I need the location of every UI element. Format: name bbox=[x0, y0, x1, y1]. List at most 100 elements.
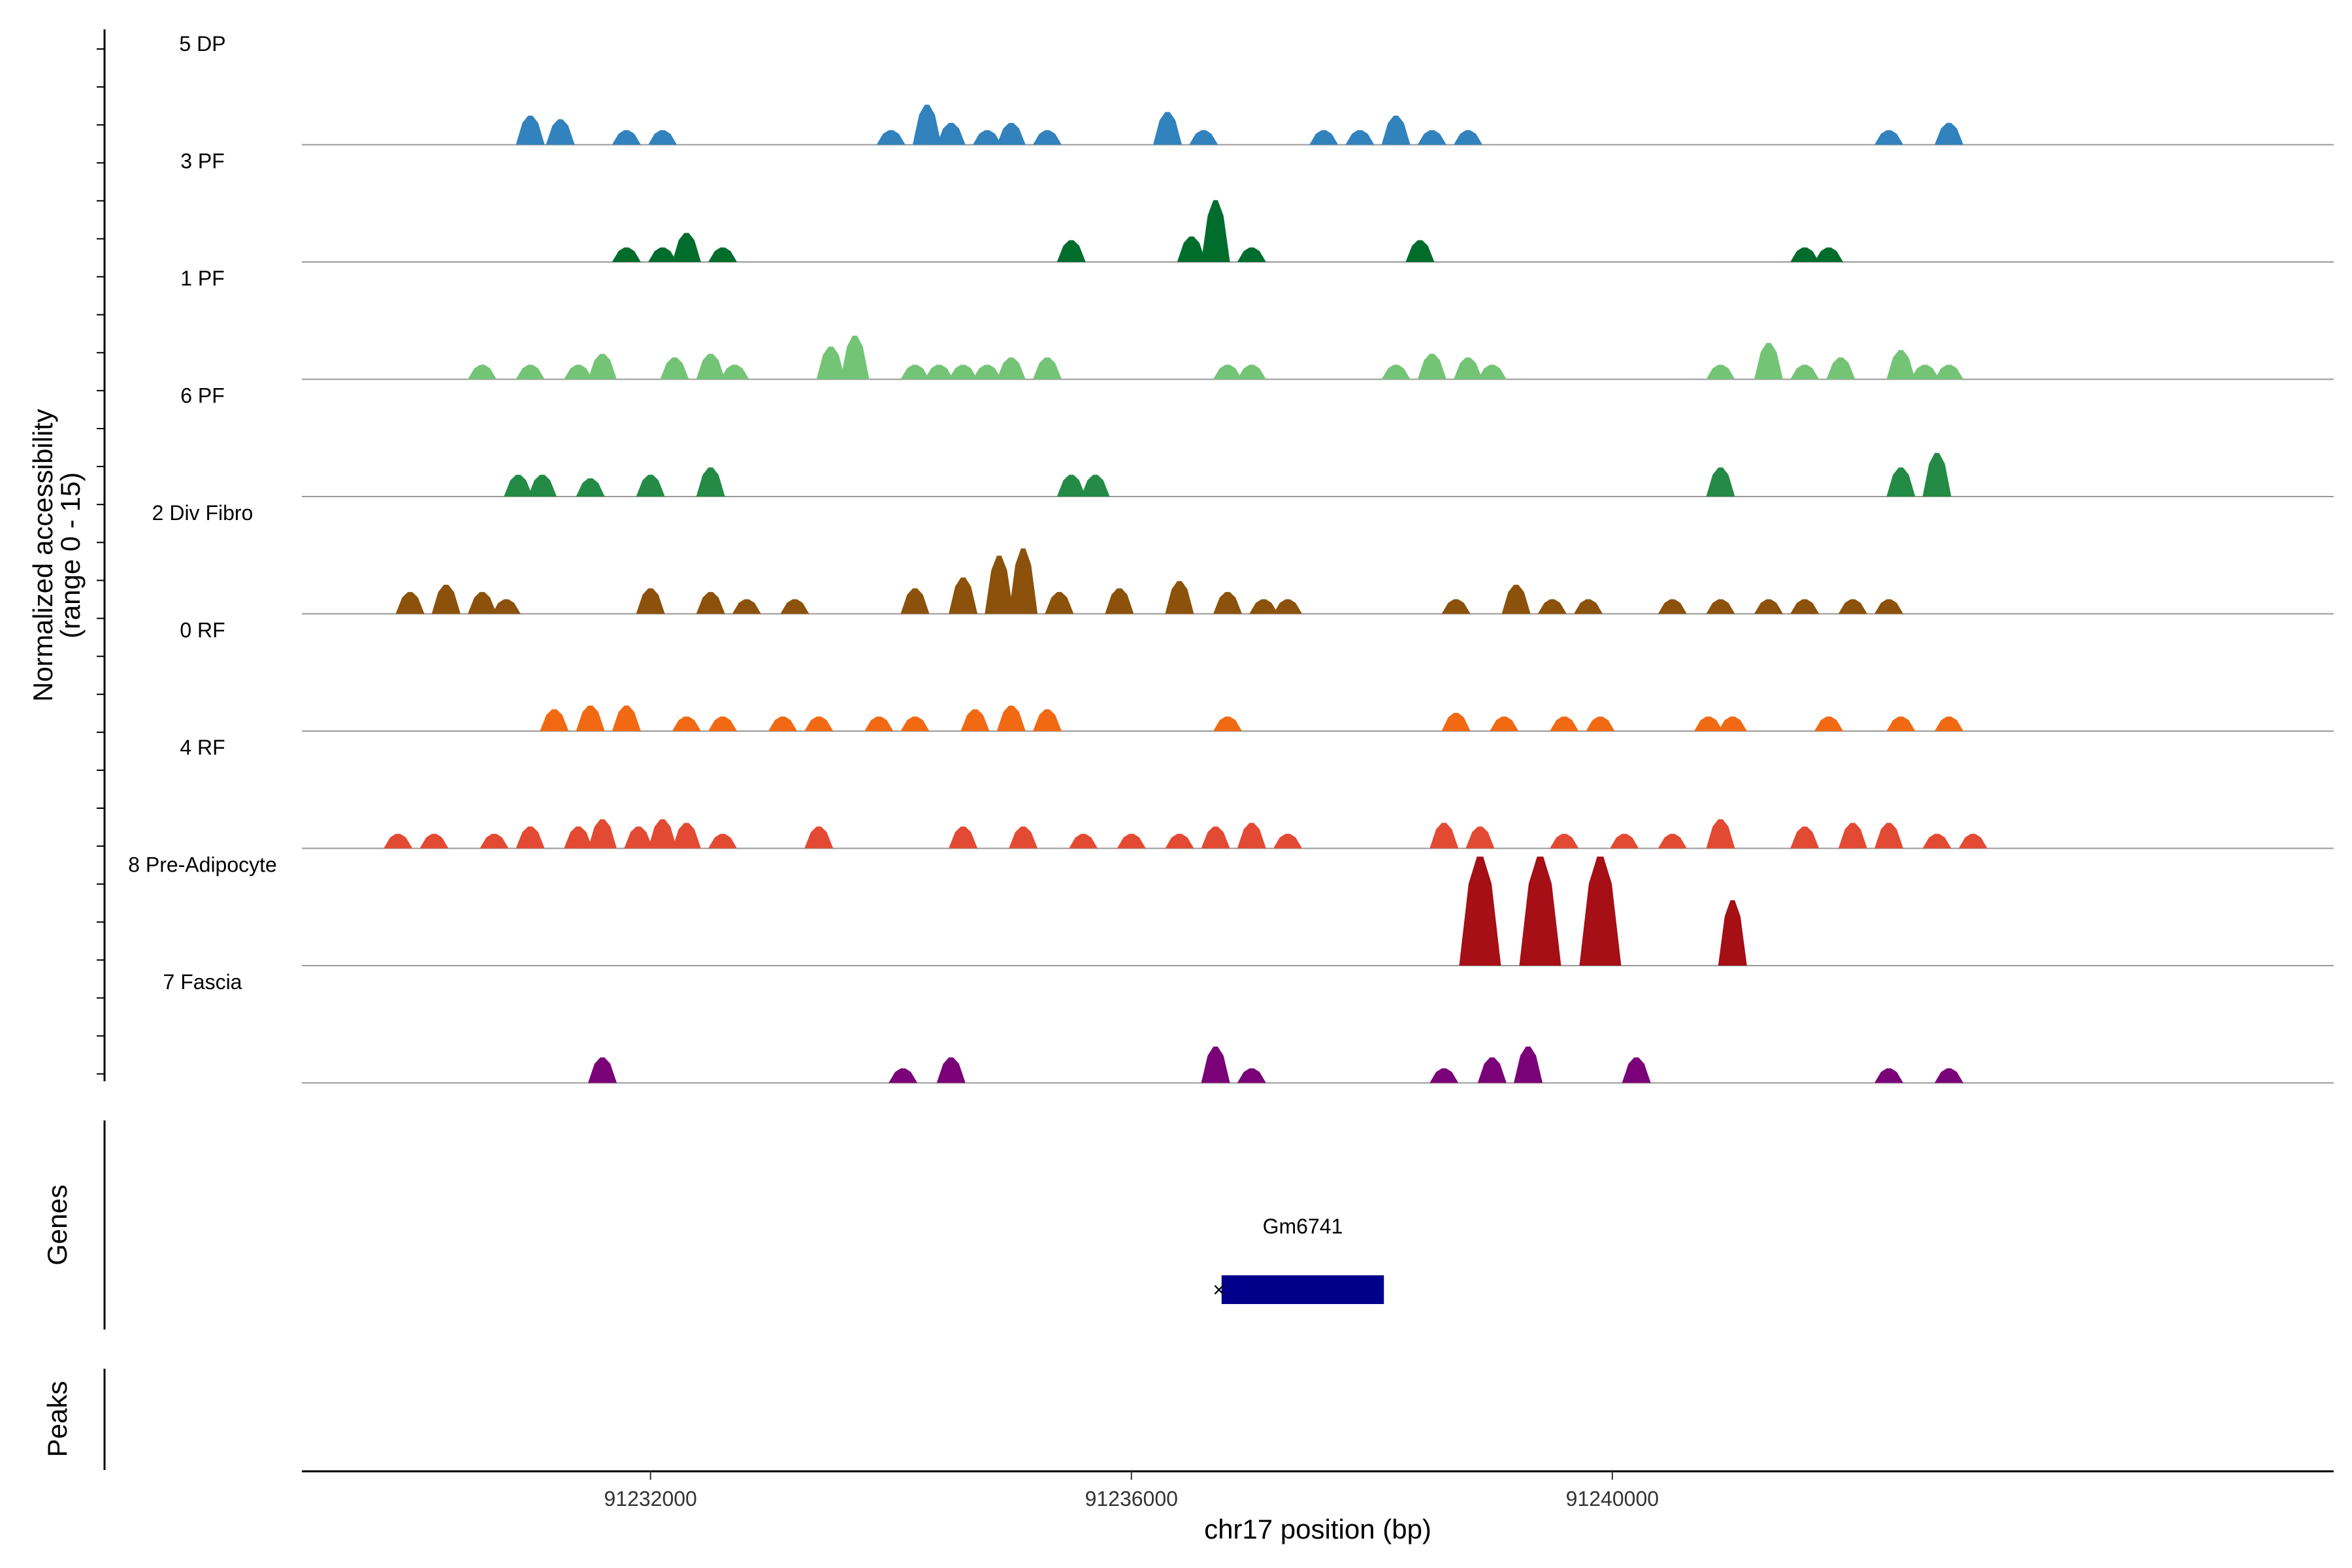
coverage-peak bbox=[1935, 1068, 1964, 1083]
coverage-peak bbox=[1935, 716, 1964, 731]
track-label: 6 PF bbox=[180, 384, 225, 407]
coverage-peak bbox=[949, 577, 978, 614]
coverage-peak bbox=[1922, 834, 1952, 849]
coverage-peak bbox=[431, 584, 461, 614]
y-axis-title-line1: Normalized accessibility bbox=[27, 409, 58, 702]
coverage-peak bbox=[1213, 592, 1242, 614]
coverage-peak bbox=[1454, 130, 1483, 145]
coverage-peak bbox=[1790, 247, 1820, 262]
coverage-peak bbox=[1658, 834, 1687, 849]
track-label: 4 RF bbox=[180, 736, 225, 759]
coverage-peak bbox=[936, 123, 966, 145]
coverage-peak bbox=[1177, 237, 1206, 262]
coverage-peak bbox=[1165, 834, 1194, 849]
coverage-peak bbox=[612, 130, 641, 145]
coverage-peak bbox=[900, 588, 930, 614]
coverage-peak bbox=[804, 716, 834, 731]
coverage-peak bbox=[588, 1057, 617, 1083]
coverage-peak bbox=[1754, 342, 1784, 380]
coverage-peak bbox=[1886, 350, 1916, 380]
coverage-peak bbox=[696, 353, 725, 380]
track-label: 8 Pre-Adipocyte bbox=[128, 853, 277, 876]
coverage-peak bbox=[912, 105, 941, 145]
track-label: 1 PF bbox=[180, 267, 225, 290]
coverage-peak bbox=[1273, 599, 1302, 614]
coverage-peak bbox=[648, 819, 678, 849]
coverage-peak bbox=[1441, 599, 1471, 614]
coverage-peak bbox=[949, 365, 978, 380]
coverage-peak bbox=[1922, 453, 1952, 497]
coverage-peak bbox=[1838, 599, 1867, 614]
coverage-peak bbox=[864, 716, 894, 731]
coverage-peak bbox=[468, 365, 497, 380]
coverage-peak bbox=[1237, 823, 1266, 849]
coverage-peak bbox=[1790, 365, 1820, 380]
coverage-peak bbox=[648, 130, 678, 145]
coverage-peak bbox=[515, 115, 545, 145]
coverage-peak bbox=[1790, 599, 1820, 614]
track-1: 5 DP bbox=[179, 32, 2334, 146]
coverage-peak bbox=[588, 353, 617, 380]
coverage-peak bbox=[708, 834, 738, 849]
coverage-peak bbox=[1045, 592, 1074, 614]
x-axis-title: chr17 position (bp) bbox=[1204, 1514, 1431, 1544]
coverage-peak bbox=[708, 716, 738, 731]
gene-name: Gm6741 bbox=[1263, 1215, 1343, 1238]
coverage-peak bbox=[900, 716, 930, 731]
y-axis-ticks bbox=[97, 48, 105, 1075]
coverage-peak bbox=[1237, 365, 1266, 380]
coverage-peak bbox=[1189, 130, 1218, 145]
coverage-peak bbox=[1886, 716, 1916, 731]
coverage-peak bbox=[1910, 365, 1940, 380]
coverage-peak bbox=[384, 834, 413, 849]
coverage-peak bbox=[996, 123, 1026, 145]
coverage-peak bbox=[1381, 365, 1411, 380]
coverage-peak bbox=[1935, 123, 1964, 145]
coverage-peak bbox=[636, 474, 665, 497]
coverage-peak bbox=[1009, 826, 1038, 849]
coverage-peak bbox=[1417, 353, 1446, 380]
coverage-peak bbox=[1441, 713, 1471, 731]
coverage-peak bbox=[1706, 819, 1735, 849]
coverage-peak bbox=[588, 819, 617, 849]
coverage-peak bbox=[1874, 1068, 1904, 1083]
coverage-peak bbox=[1694, 716, 1723, 731]
coverage-peak bbox=[491, 599, 521, 614]
coverage-peak bbox=[1465, 826, 1495, 849]
coverage-peak bbox=[1213, 365, 1242, 380]
track-8: 8 Pre-Adipocyte bbox=[128, 853, 2334, 966]
x-axis-ticks: 91232000 91236000 91240000 bbox=[604, 1471, 1659, 1511]
coverage-peak bbox=[1574, 599, 1603, 614]
coverage-peak bbox=[515, 365, 545, 380]
coverage-peak bbox=[1152, 112, 1182, 145]
coverage-peak bbox=[1117, 834, 1146, 849]
coverage-peak bbox=[1009, 548, 1038, 614]
peaks-panel: Peaks bbox=[42, 1369, 106, 1470]
coverage-peak bbox=[708, 247, 738, 262]
x-tick-label: 91240000 bbox=[1566, 1487, 1659, 1511]
coverage-peak bbox=[804, 826, 834, 849]
coverage-peak bbox=[876, 130, 906, 145]
coverage-peak bbox=[1417, 130, 1446, 145]
track-5: 2 Div Fibro bbox=[152, 501, 2334, 615]
coverage-peak bbox=[1579, 857, 1622, 966]
coverage-peak bbox=[960, 709, 990, 731]
track-3: 1 PF bbox=[180, 267, 2334, 380]
coverage-peak bbox=[1477, 365, 1507, 380]
coverage-peak bbox=[1706, 599, 1735, 614]
coverage-peak bbox=[636, 588, 665, 614]
gene-model: × Gm6741 bbox=[1213, 1215, 1384, 1304]
coverage-peak bbox=[612, 247, 641, 262]
coverage-peak bbox=[468, 592, 497, 614]
coverage-peak bbox=[395, 592, 425, 614]
coverage-peak bbox=[1718, 900, 1747, 966]
track-7: 4 RF bbox=[180, 736, 2334, 849]
coverage-peak bbox=[1519, 857, 1561, 966]
coverage-peak bbox=[1501, 584, 1531, 614]
coverage-peak bbox=[564, 826, 593, 849]
coverage-peak bbox=[1537, 599, 1567, 614]
coverage-peak bbox=[1069, 834, 1098, 849]
coverage-peak bbox=[1201, 200, 1230, 262]
coverage-peak bbox=[1429, 823, 1459, 849]
coverage-peak bbox=[1056, 474, 1086, 497]
